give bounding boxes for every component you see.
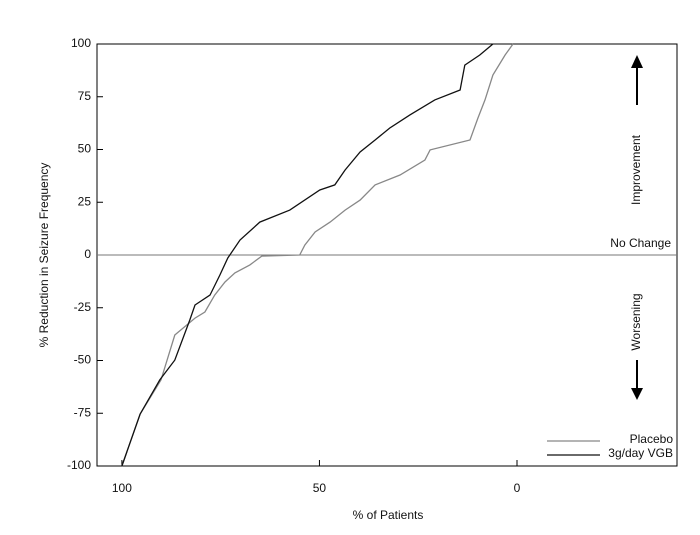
improvement-label: Improvement	[629, 134, 643, 205]
series-line	[121, 43, 514, 467]
y-tick-label: -25	[74, 300, 92, 314]
down-arrowhead	[631, 388, 643, 400]
no-change-label: No Change	[610, 236, 671, 250]
x-tick-label: 0	[514, 481, 521, 495]
y-tick-label: 100	[71, 36, 91, 50]
x-tick-label: 100	[112, 481, 132, 495]
y-tick-label: -100	[67, 458, 91, 472]
y-tick-label: -50	[74, 353, 92, 367]
up-arrowhead	[631, 55, 643, 68]
worsening-label: Worsening	[629, 293, 643, 350]
legend-label: 3g/day VGB	[608, 446, 673, 460]
x-axis-label: % of Patients	[353, 508, 424, 522]
legend-label: Placebo	[630, 432, 674, 446]
y-tick-label: 0	[84, 247, 91, 261]
y-axis-label: % Reduction in Seizure Frequency	[37, 163, 51, 348]
y-tick-label: -75	[74, 405, 92, 419]
series-line	[121, 43, 494, 467]
y-tick-label: 50	[78, 142, 92, 156]
y-tick-label: 25	[78, 194, 92, 208]
x-tick-label: 50	[313, 481, 327, 495]
y-tick-label: 75	[78, 89, 92, 103]
